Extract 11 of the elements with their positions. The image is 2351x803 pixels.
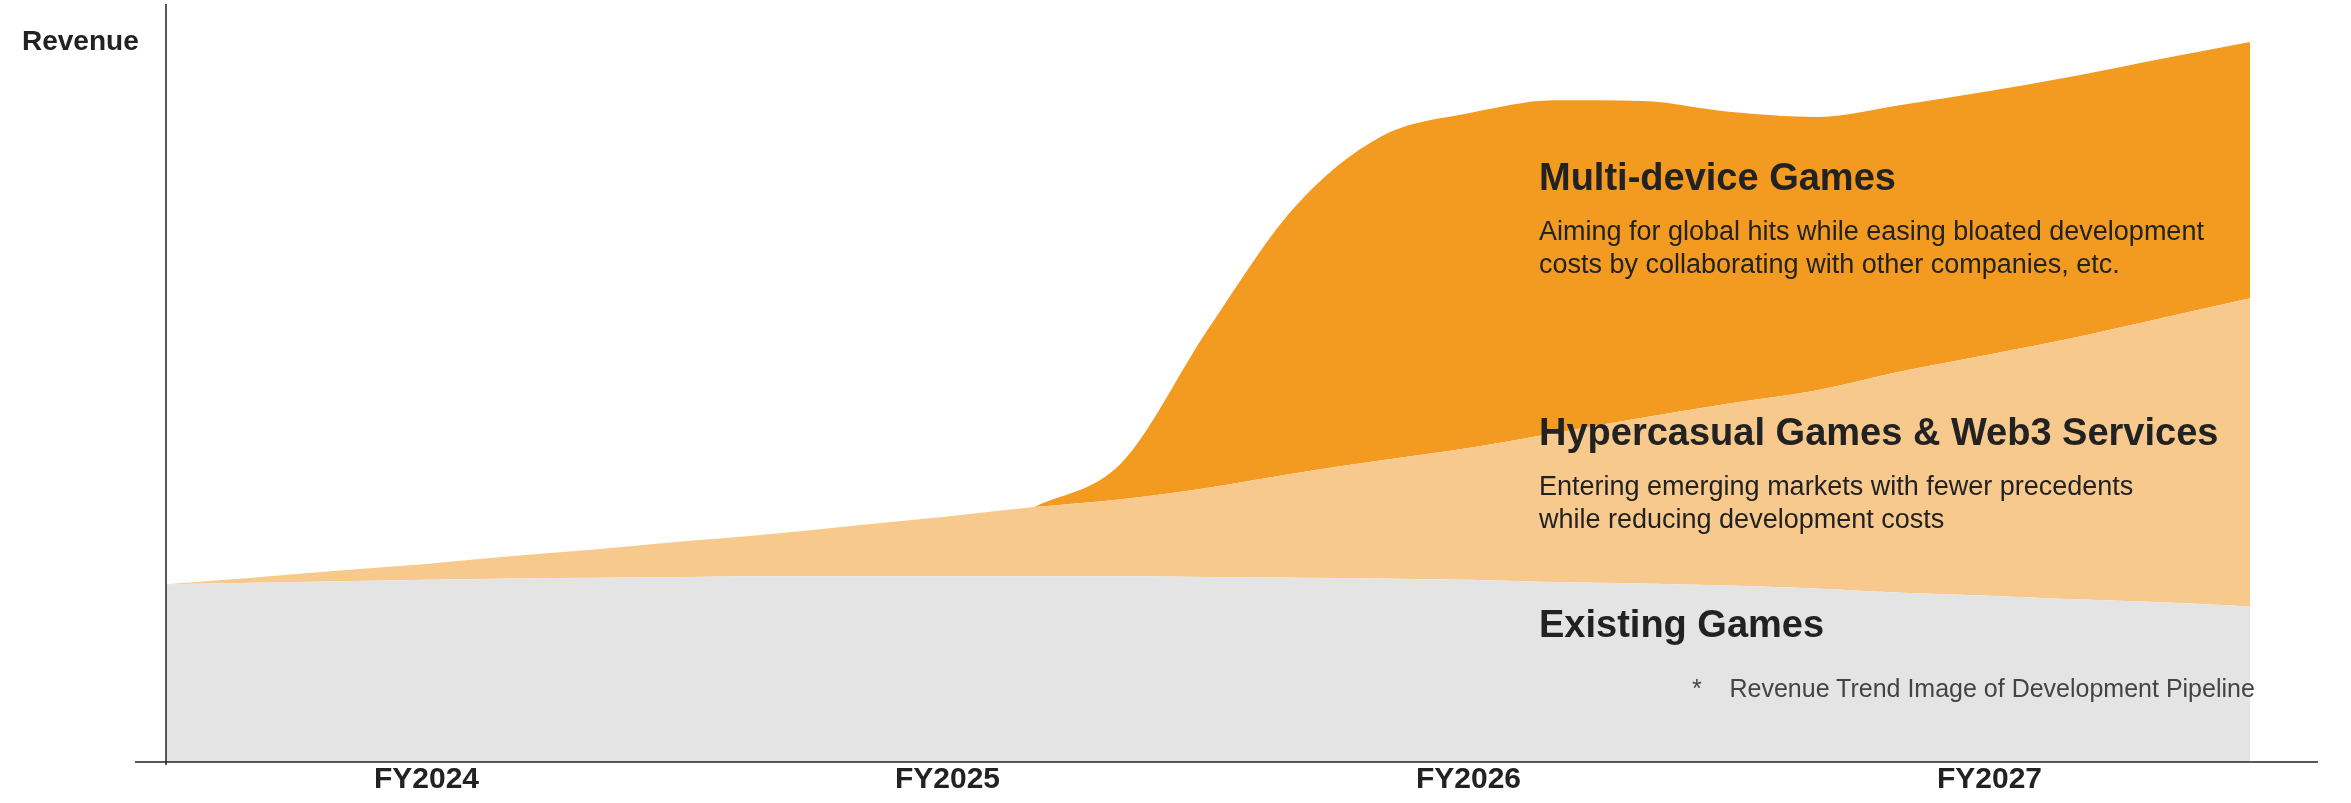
x-tick-label: FY2024 — [373, 761, 480, 795]
x-tick-label: FY2026 — [1415, 761, 1522, 795]
y-axis-title: Revenue — [22, 24, 139, 56]
annotation: Entering emerging markets with fewer precedents while reducing development costs — [1538, 471, 2134, 535]
x-tick-label: FY2025 — [894, 761, 1001, 795]
x-tick-label: FY2027 — [1936, 761, 2043, 795]
series-label: Hypercasual Games & Web3 Services — [1539, 411, 2219, 454]
annotation: * Revenue Trend Image of Development Pipeline — [1692, 673, 2255, 702]
annotation: Aiming for global hits while easing bloated development costs by collaborating with other companies, etc. — [1539, 216, 2205, 280]
series-label: Existing Games — [1539, 603, 1825, 646]
series-label: Multi-device Games — [1539, 156, 1896, 199]
